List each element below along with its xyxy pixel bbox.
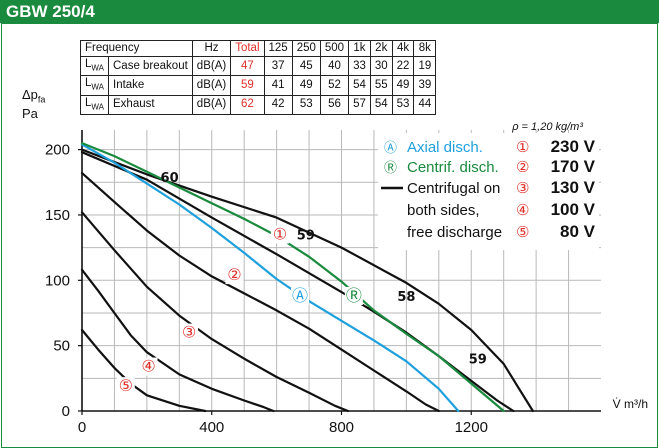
- marker-background: [139, 357, 158, 376]
- table-header-row: Frequency Hz Total 125 250 500 1k 2k 4k …: [80, 40, 437, 57]
- legend-text: both sides,: [407, 202, 480, 219]
- y-tick-label: 50: [53, 338, 70, 355]
- legend-speed-value: 230 V: [551, 137, 596, 156]
- series-line-3: [80, 172, 440, 413]
- product-title: GBW 250/4: [6, 2, 95, 21]
- row-label: Exhaust: [108, 94, 193, 115]
- lwa-symbol: LWA: [80, 75, 109, 96]
- legend-marker: Ⓡ: [384, 161, 397, 176]
- table-cell: 39: [413, 75, 437, 96]
- x-axis-label: V̇ m³/h: [613, 397, 648, 411]
- legend-speed-value: 100 V: [551, 200, 596, 219]
- table-cell: 53: [291, 94, 321, 115]
- marker-background: [290, 286, 309, 305]
- row-total: 59: [230, 75, 265, 96]
- x-tick-label: 1200: [455, 419, 488, 436]
- table-cell: 56: [319, 94, 350, 115]
- sound-power-table: Frequency Hz Total 125 250 500 1k 2k 4k …: [80, 40, 437, 115]
- legend-speed-marker: ④: [516, 201, 529, 219]
- curve-label: 59: [469, 353, 487, 368]
- curve-label: 58: [397, 290, 415, 305]
- x-tick-label: 0: [78, 419, 86, 436]
- legend-speed-value: 80 V: [560, 222, 596, 241]
- table-cell: 37: [263, 55, 293, 77]
- marker-background: [116, 377, 135, 396]
- lwa-symbol: LWA: [80, 94, 109, 115]
- lwa-symbol: LWA: [80, 55, 109, 77]
- y-tick-label: 150: [45, 207, 70, 224]
- axial-marker: Ⓐ: [292, 286, 308, 305]
- centrif-marker: Ⓡ: [346, 286, 362, 305]
- speed-marker: ④: [141, 357, 155, 376]
- table-row: LWA Intake dB(A) 59 41 49 52 54 55 49 39: [80, 75, 437, 96]
- legend-text: Centrifugal on: [407, 180, 500, 197]
- y-tick-label: 0: [62, 403, 70, 420]
- legend-marker: Ⓐ: [384, 141, 397, 156]
- legend-text: Axial disch.: [407, 139, 483, 156]
- marker-background: [270, 225, 289, 244]
- table-header-4k: 4k: [391, 40, 415, 57]
- table-cell: 44: [413, 94, 437, 115]
- y-tick-label: 100: [45, 272, 70, 289]
- series-line-4: [80, 211, 350, 413]
- legend-text: Centrif. disch.: [407, 159, 499, 176]
- x-tick-label: 400: [199, 419, 224, 436]
- legend-speed-value: 130 V: [551, 178, 596, 197]
- table-header-250: 250: [291, 40, 321, 57]
- legend-box: [378, 133, 599, 250]
- y-tick-label: 200: [45, 142, 70, 159]
- legend-speed-marker: ⑤: [516, 223, 529, 241]
- table-cell: 42: [263, 94, 293, 115]
- speed-marker: ①: [273, 225, 287, 244]
- legend-speed-marker: ③: [516, 179, 529, 197]
- marker-background: [180, 323, 199, 342]
- legend-speed-marker: ②: [516, 158, 529, 176]
- row-total: 62: [230, 94, 265, 115]
- row-unit: dB(A): [191, 94, 232, 115]
- speed-marker: ⑤: [119, 376, 133, 395]
- legend-speed-marker: ①: [516, 138, 529, 156]
- table-cell: 54: [369, 94, 393, 115]
- y-axis-label: Δpfa Pa: [22, 87, 46, 121]
- row-total: 47: [230, 55, 265, 77]
- table-header-125: 125: [263, 40, 293, 57]
- curve-label: 60: [161, 171, 179, 186]
- row-label: Case breakout: [108, 55, 193, 77]
- x-tick-label: 800: [329, 419, 354, 436]
- air-density-note: ρ = 1,20 kg/m³: [512, 121, 583, 133]
- series-line-7: [80, 143, 460, 413]
- series-line-1: [80, 148, 535, 413]
- title-bar: GBW 250/4: [0, 0, 659, 23]
- series-line-8: [80, 142, 505, 413]
- table-cell: 53: [391, 94, 415, 115]
- marker-background: [225, 266, 244, 285]
- curve-label: 59: [297, 229, 315, 244]
- series-line-5: [80, 268, 275, 413]
- legend-text: free discharge: [407, 224, 502, 241]
- speed-marker: ②: [227, 265, 241, 284]
- table-row: LWA Exhaust dB(A) 62 42 53 56 57 54 53 4…: [80, 94, 437, 115]
- marker-background: [344, 286, 363, 305]
- speed-marker: ③: [182, 323, 196, 342]
- legend-speed-value: 170 V: [551, 157, 596, 176]
